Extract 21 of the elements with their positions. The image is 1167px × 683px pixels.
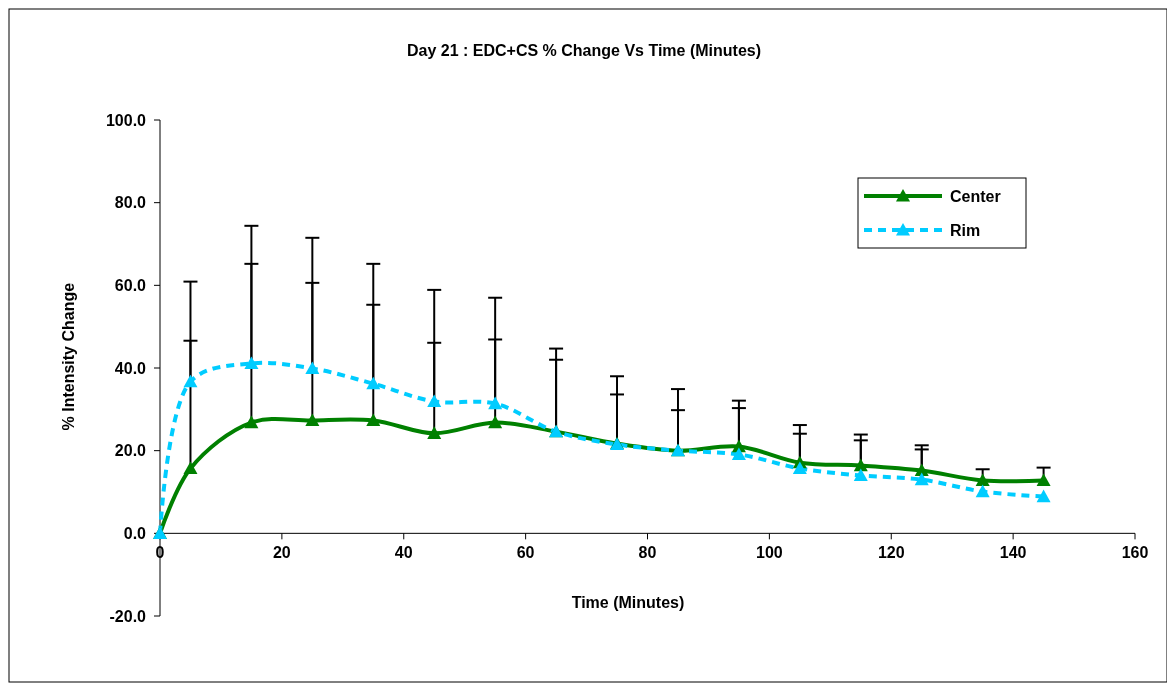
- chart-title: Day 21 : EDC+CS % Change Vs Time (Minutes): [406, 42, 762, 59]
- x-tick-label: 80: [638, 544, 657, 562]
- y-tick-label: -20.0: [109, 607, 147, 625]
- x-tick-label: 20: [272, 544, 291, 562]
- x-tick-label: 40: [394, 544, 413, 562]
- y-tick-label: 40.0: [114, 359, 147, 377]
- x-tick-label: 120: [877, 544, 905, 562]
- legend-label: Rim: [950, 221, 981, 239]
- y-tick-label: 20.0: [114, 442, 147, 460]
- legend-label: Center: [950, 187, 1001, 205]
- y-tick-label: 0.0: [123, 524, 147, 542]
- x-tick-label: 0: [155, 544, 165, 562]
- y-tick-label: 80.0: [114, 194, 147, 212]
- x-tick-label: 100: [756, 544, 783, 562]
- y-tick-label: 60.0: [114, 276, 147, 294]
- x-tick-label: 60: [516, 544, 535, 562]
- x-tick-label: 160: [1121, 544, 1149, 562]
- x-axis-title: Time (Minutes): [571, 594, 685, 611]
- y-axis-title: % Intensity Change: [60, 282, 77, 431]
- x-tick-label: 140: [999, 544, 1027, 562]
- y-tick-label: 100.0: [105, 111, 147, 129]
